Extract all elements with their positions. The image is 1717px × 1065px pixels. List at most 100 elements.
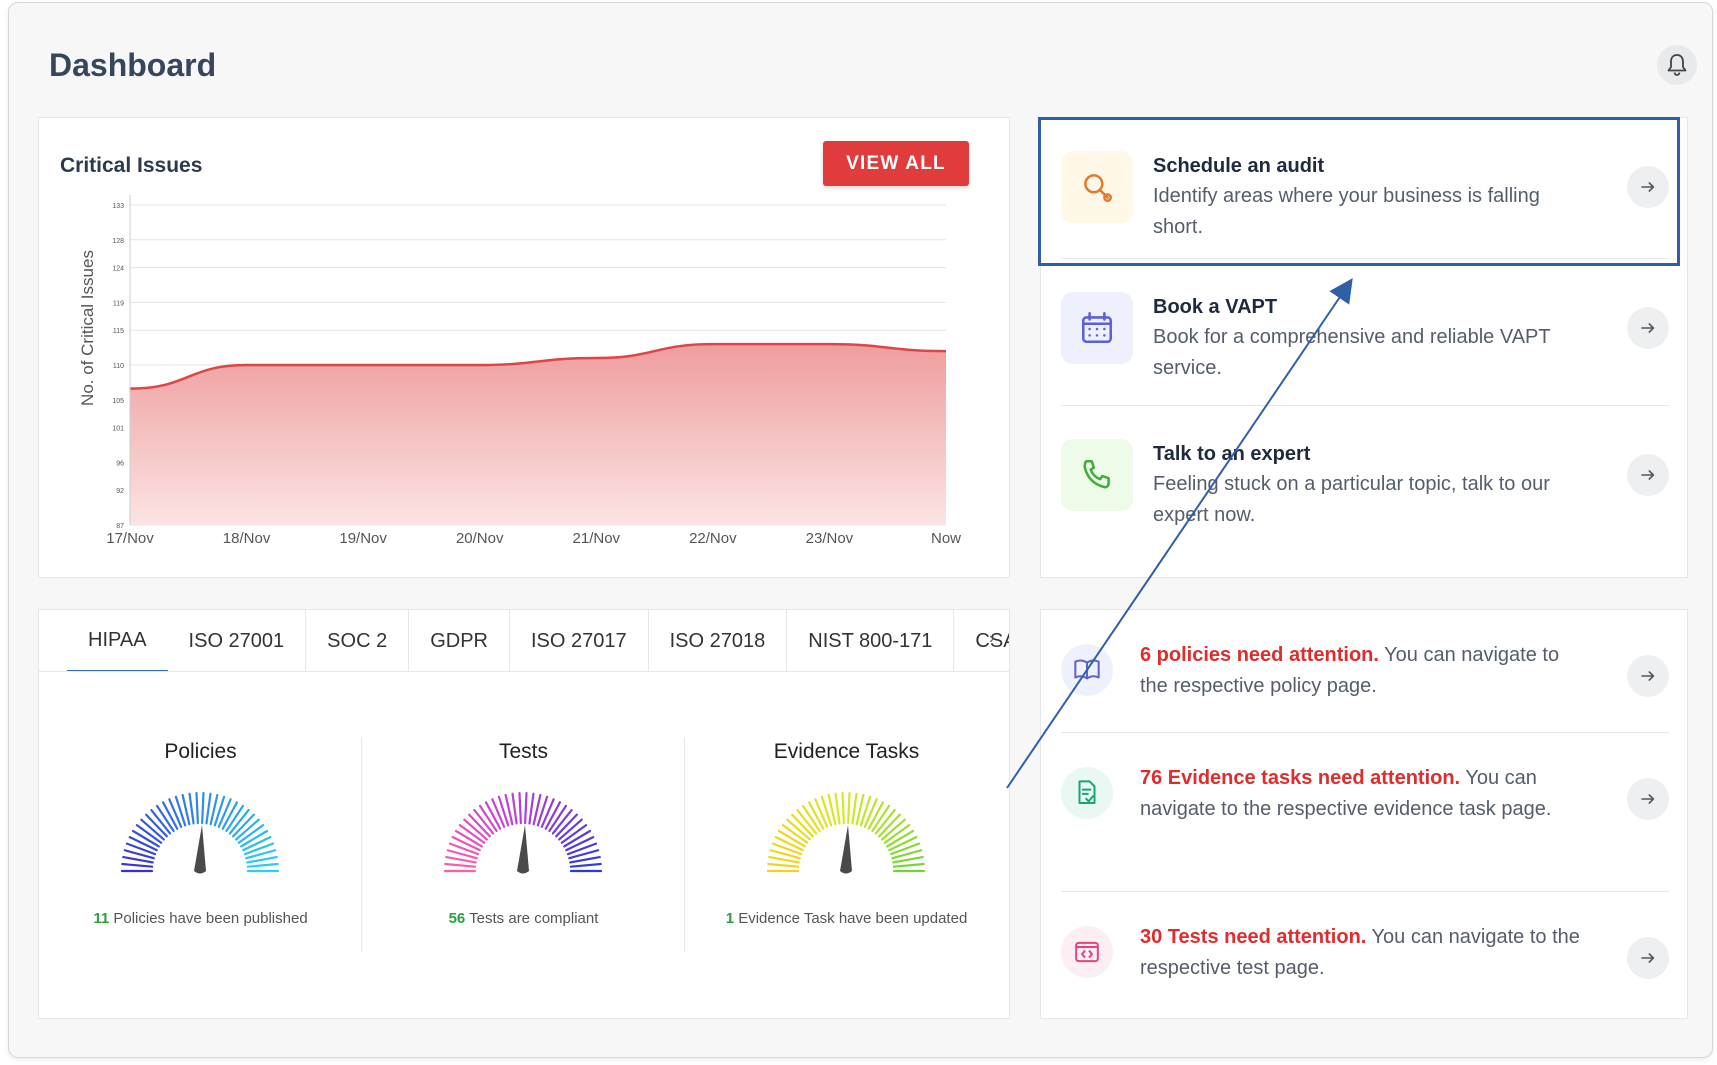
gauge-tick [769,849,801,860]
tab-hipaa[interactable]: HIPAA [67,610,168,671]
gauge-tick [225,804,245,833]
go-button[interactable] [1627,937,1669,979]
gauge-count: 56 [448,910,466,927]
gauge-tick [243,842,275,856]
framework-tabs: HIPAA ISO 27001 SOC 2 GDPR ISO 27017 ISO 2701… [39,610,1009,672]
critical-issues-chart: 87 92 96 101 105 110 115 119 124 128 133 17/Nov 18/… [78,195,961,547]
tab-gdpr[interactable]: GDPR [409,610,510,671]
go-button[interactable] [1627,454,1669,496]
action-icon [1061,439,1133,511]
tab-soc-2[interactable]: SOC 2 [306,610,410,671]
go-button[interactable] [1627,307,1669,349]
gauge-tick [242,836,272,852]
view-all-button[interactable]: VIEW ALL [823,141,969,186]
gauge-tick [565,836,595,852]
attention-text: 6 policies need attention. You can navig… [1140,640,1580,702]
gauge-tick [889,842,921,856]
gauge-tick [892,862,925,868]
go-button[interactable] [1627,655,1669,697]
book-icon [1074,659,1100,680]
attention-item[interactable]: 6 policies need attention. You can navig… [1061,640,1669,702]
attention-icon [1061,767,1113,819]
gauge-needle [517,825,529,874]
gauge-tick [168,798,183,828]
gauge-tick [131,829,160,848]
go-button[interactable] [1627,778,1669,820]
tab-iso-27017[interactable]: ISO 27017 [510,610,649,671]
gauge-tick [881,818,906,841]
bell-icon [1667,54,1687,76]
gauge-tick [497,795,510,827]
highlight-box [1038,117,1680,266]
gauge-needle [194,825,206,874]
gauge-tick [245,849,277,860]
attention-item[interactable]: 76 Evidence tasks need attention. You ca… [1061,763,1669,825]
attention-icon [1061,644,1113,696]
gauge-tick [221,801,239,830]
separator [1061,258,1669,259]
action-icon [1061,151,1133,223]
tab-nist-800-171[interactable]: NIST 800-171 [787,610,955,671]
separator [1061,405,1669,406]
notifications-button[interactable] [1657,45,1697,85]
y-tick-label: 101 [112,426,124,433]
attention-item[interactable]: 30 Tests need attention. You can navigat… [1061,922,1669,984]
gauge-tick [532,793,542,826]
divider [684,737,685,952]
y-tick-label: 87 [116,523,124,530]
x-tick-label: 23/Nov [806,530,854,547]
gauge-tick [123,849,155,860]
action-book-a-vapt[interactable]: Book a VAPT Book for a comprehensive and… [1061,292,1669,384]
tabs-scroll-right-button[interactable]: › [989,630,995,647]
gauge-tick [851,792,858,825]
gauge-tick [504,793,514,826]
gauge-evidence-tasks: Evidence Tasks 1 Evidence Task have been … [685,672,1008,1018]
series-line [129,342,947,390]
gauge-tick [883,824,911,844]
arrow-right-icon [1641,182,1655,192]
action-description: Feeling stuck on a particular topic, tal… [1153,473,1550,526]
gauge-tick [237,824,265,844]
y-tick-label: 96 [116,460,124,467]
gauge-tick [209,793,219,826]
compliance-gauges: Policies 11 Policies have been published T… [39,672,1009,1018]
gauge-count: 11 [93,910,110,927]
action-talk-to-an-expert[interactable]: Talk to an expert Feeling stuck on a par… [1061,439,1669,531]
gauge-dial [766,791,926,874]
gauge-tick [871,804,891,833]
gauge-tick [544,801,562,830]
gauge-tick [240,829,269,848]
attention-highlight: 6 policies need attention. [1140,644,1379,666]
gauge-tick [140,818,165,841]
gauge-tick [827,793,837,826]
gauge-tick [774,836,804,852]
gauge-tick [820,795,833,827]
y-tick-label: 124 [112,266,124,273]
gauge-dial [120,791,280,874]
tab-csa[interactable]: CSA [954,610,1009,671]
gauge-caption-text: Evidence Task have been updated [738,910,968,927]
chart-title: Critical Issues [60,154,203,177]
arrow-right-icon [1641,794,1655,804]
go-button[interactable] [1627,166,1669,208]
gauge-tests: Tests 56 Tests are compliant [362,672,685,1018]
arrow-right-icon [1641,671,1655,681]
gauge-tick [888,836,918,852]
divider [361,737,362,952]
gauge-tick [548,804,568,833]
attention-highlight: 30 Tests need attention. [1140,926,1367,948]
gauge-tick [568,849,600,860]
gauge-tick [847,791,851,825]
gauge-tick [855,793,865,826]
tab-iso-27001[interactable]: ISO 27001 [168,610,307,671]
gauge-tick [814,798,829,828]
action-schedule-an-audit[interactable]: Schedule an audit Identify areas where y… [1061,151,1669,243]
gauge-count: 1 [725,910,735,927]
gauge-tick [859,795,872,827]
x-tick-label: 20/Nov [456,530,504,547]
y-tick-label: 133 [112,203,124,210]
gauge-tick [566,842,598,856]
gauge-dial [443,791,603,874]
tab-iso-27018[interactable]: ISO 27018 [649,610,788,671]
action-icon [1061,292,1133,364]
